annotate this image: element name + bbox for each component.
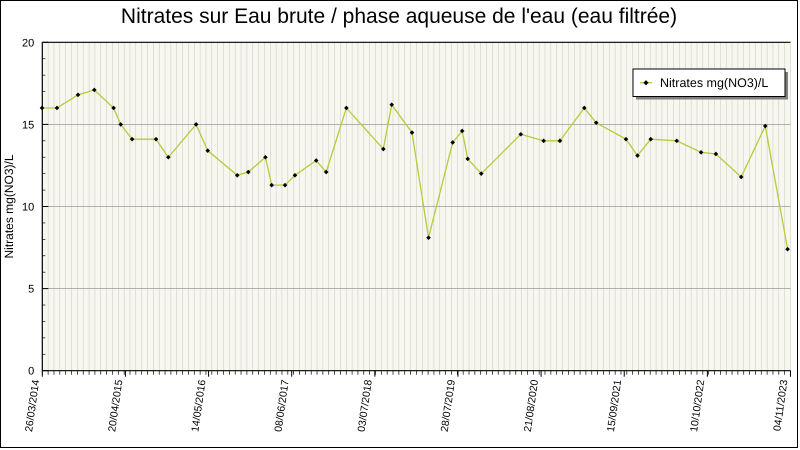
svg-text:Nitrates mg(NO3)/L: Nitrates mg(NO3)/L bbox=[2, 154, 16, 258]
svg-text:28/07/2019: 28/07/2019 bbox=[439, 379, 458, 433]
svg-text:Nitrates mg(NO3)/L: Nitrates mg(NO3)/L bbox=[660, 76, 768, 90]
svg-text:26/03/2014: 26/03/2014 bbox=[23, 379, 42, 433]
svg-text:5: 5 bbox=[28, 284, 34, 296]
svg-text:10: 10 bbox=[22, 202, 34, 214]
svg-text:08/06/2017: 08/06/2017 bbox=[272, 379, 291, 433]
svg-text:21/08/2020: 21/08/2020 bbox=[522, 379, 541, 433]
svg-text:15: 15 bbox=[22, 119, 34, 131]
svg-text:0: 0 bbox=[28, 366, 34, 378]
svg-text:04/11/2023: 04/11/2023 bbox=[771, 379, 790, 432]
svg-text:20/04/2015: 20/04/2015 bbox=[106, 379, 125, 433]
svg-text:20: 20 bbox=[22, 37, 34, 49]
svg-text:15/09/2021: 15/09/2021 bbox=[605, 379, 624, 433]
svg-text:14/05/2016: 14/05/2016 bbox=[189, 379, 208, 433]
svg-text:03/07/2018: 03/07/2018 bbox=[356, 379, 375, 433]
svg-text:10/10/2022: 10/10/2022 bbox=[688, 379, 707, 433]
